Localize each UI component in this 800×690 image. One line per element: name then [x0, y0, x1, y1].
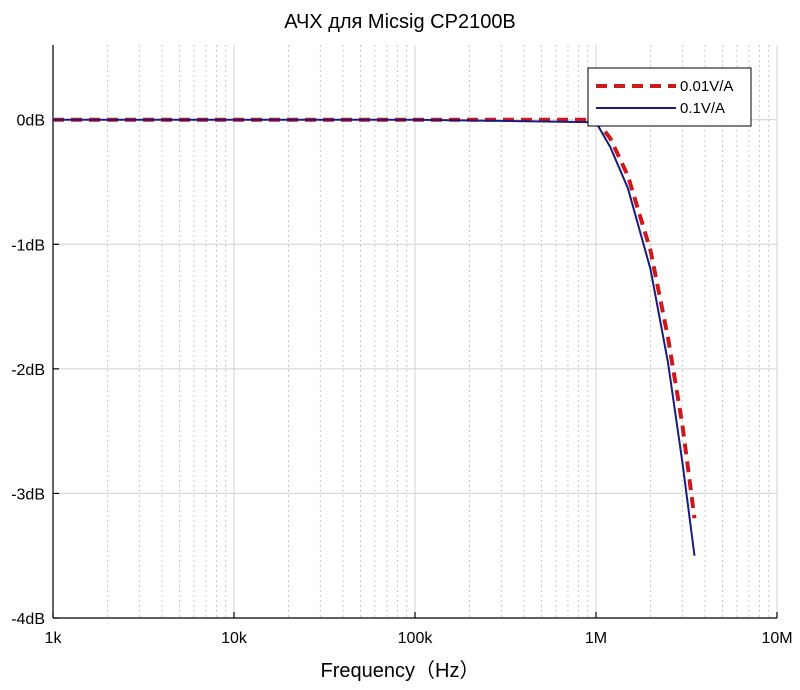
x-tick-label: 10M — [761, 630, 792, 647]
series-line-1 — [53, 117, 697, 519]
x-tick-label: 100k — [398, 630, 434, 647]
legend-box — [587, 67, 752, 127]
x-axis-label: Frequency（Hz） — [321, 659, 480, 682]
series-group — [53, 117, 697, 556]
x-axis-ticks: 1k 10k 100k 1M 10M — [45, 612, 793, 647]
y-tick-label: -1dB — [11, 237, 45, 254]
legend: 0.01V/A 0.1V/A — [587, 67, 752, 127]
chart-title: АЧХ для Micsig CP2100B — [284, 11, 516, 33]
y-tick-label: 0dB — [17, 113, 45, 130]
x-tick-label: 1k — [45, 630, 63, 647]
y-tick-label: -3dB — [11, 486, 45, 503]
x-tick-label: 1M — [585, 630, 607, 647]
grid — [52, 45, 778, 619]
y-tick-label: -2dB — [11, 362, 45, 379]
x-tick-label: 10k — [221, 630, 248, 647]
y-axis-ticks: 0dB -1dB -2dB -3dB -4dB — [11, 113, 59, 628]
y-tick-label: -4dB — [11, 611, 45, 628]
series-line-2 — [53, 118, 696, 556]
legend-label-2: 0.1V/A — [680, 100, 725, 117]
legend-label-1: 0.01V/A — [680, 78, 733, 95]
